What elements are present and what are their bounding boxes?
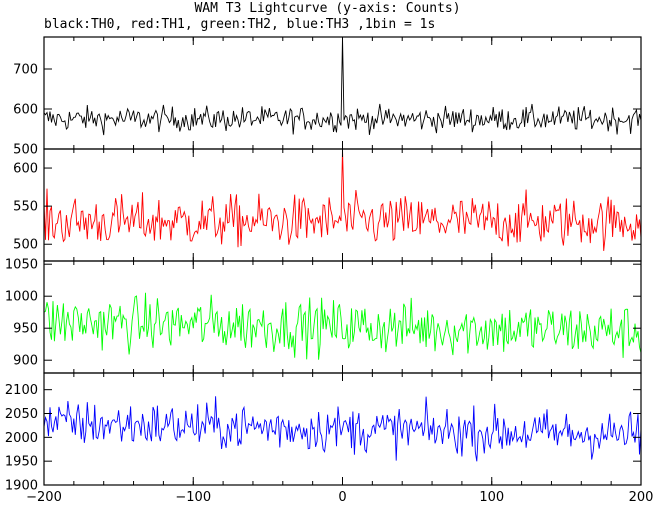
y-tick-label-th1: 600 <box>13 162 38 177</box>
y-tick-label-th0: 600 <box>13 103 38 118</box>
y-tick-label-th2: 950 <box>13 322 38 337</box>
y-tick-label-th2: 900 <box>13 354 38 369</box>
panel-frame-th2 <box>43 260 642 374</box>
series-line-th1 <box>43 148 642 251</box>
y-tick-label-th1: 500 <box>13 238 38 253</box>
y-tick-label-th1: 550 <box>13 200 38 215</box>
y-tick-label-th3: 2050 <box>5 407 38 422</box>
y-tick-label-th3: 2000 <box>5 431 38 446</box>
y-tick-label-th2: 1050 <box>5 258 38 273</box>
y-tick-label-th3: 2100 <box>5 383 38 398</box>
x-tick-label: −200 <box>26 490 62 505</box>
x-tick-label: 0 <box>338 490 346 505</box>
y-tick-label-th0: 700 <box>13 63 38 78</box>
y-tick-label-th3: 1900 <box>5 479 38 494</box>
y-tick-label-th3: 1950 <box>5 455 38 470</box>
series-line-th3 <box>43 396 642 462</box>
chart-subtitle: black:TH0, red:TH1, green:TH2, blue:TH3 … <box>44 17 436 32</box>
y-tick-label-th2: 1000 <box>5 290 38 305</box>
chart-title: WAM T3 Lightcurve (y-axis: Counts) <box>194 1 461 16</box>
series-line-th0 <box>43 36 642 136</box>
y-tick-label-th0: 500 <box>13 143 38 158</box>
x-tick-label: −100 <box>175 490 211 505</box>
x-tick-label: 200 <box>629 490 654 505</box>
series-line-th2 <box>43 292 642 360</box>
x-tick-label: 100 <box>479 490 504 505</box>
